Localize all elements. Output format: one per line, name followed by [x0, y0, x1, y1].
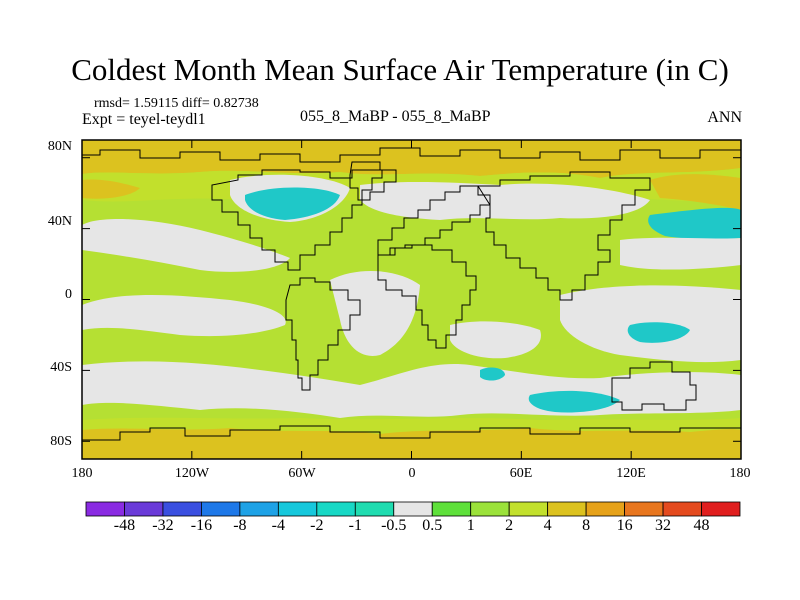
colorbar-swatch — [162, 501, 202, 517]
colorbar-label: 4 — [543, 517, 552, 534]
temperature-field — [82, 140, 741, 459]
north-atlantic-cool — [245, 187, 340, 220]
tropical-atlantic-neutral — [330, 270, 420, 356]
colorbar-label: 8 — [582, 517, 591, 534]
colorbar-label: 32 — [655, 517, 672, 534]
colorbar-swatch — [547, 501, 587, 517]
chart-title: Coldest Month Mean Surface Air Temperatu… — [71, 52, 729, 87]
southern-ocean-cool — [528, 390, 620, 413]
colorbar-swatch — [277, 501, 318, 517]
y-tick-label-80s: 80S — [50, 434, 72, 449]
north-america-coast — [211, 169, 383, 271]
colorbar-swatch — [354, 501, 395, 517]
colorbar-label: -48 — [113, 517, 136, 534]
y-tick-label-40s: 40S — [50, 360, 72, 375]
colorbar-swatch — [701, 501, 741, 517]
northern-neutral-band — [360, 181, 650, 220]
north-pacific-neutral — [620, 237, 741, 270]
australia-coast — [611, 361, 697, 411]
arctic-coast — [82, 147, 741, 163]
colorbar-swatch — [239, 501, 279, 517]
x-tick-label-180e: 180 — [729, 466, 751, 481]
colorbar-label: -1 — [348, 517, 362, 534]
axis-ticks — [81, 140, 742, 459]
colorbar-label: -16 — [190, 517, 213, 534]
colorbar-swatch — [431, 501, 472, 517]
x-tick-label-0: 0 — [408, 466, 416, 481]
colorbar-label: -32 — [152, 517, 174, 534]
colorbar-swatch — [508, 501, 549, 517]
x-tick-label-60w: 60W — [288, 466, 316, 481]
y-tick-label-0: 0 — [65, 287, 72, 302]
colorbar-swatch — [201, 501, 241, 517]
colorbar — [85, 501, 741, 517]
indian-ocean-neutral — [450, 321, 541, 359]
tropical-pacific-neutral — [82, 295, 286, 337]
experiment-text: Expt = teyel-teydl1 — [82, 111, 206, 128]
x-tick-label-60e: 60E — [509, 466, 533, 481]
coastlines — [82, 147, 741, 441]
colorbar-label: -0.5 — [381, 517, 407, 534]
colorbar-swatch — [85, 501, 125, 517]
colorbar-label: 2 — [505, 517, 514, 534]
colorbar-swatch — [470, 501, 510, 517]
south-america-coast — [285, 277, 361, 391]
south-pacific-cool — [480, 367, 505, 381]
colorbar-label: -4 — [271, 517, 285, 534]
x-tick-label-120e: 120E — [616, 466, 646, 481]
asia-coast — [477, 171, 651, 301]
africa-coast — [377, 244, 477, 349]
colorbar-label: 1 — [466, 517, 475, 534]
greenland-coast — [349, 161, 397, 201]
season-label: ANN — [707, 109, 742, 126]
antarctica-coast — [82, 425, 741, 441]
antarctic-warm-band — [82, 428, 741, 459]
colorbar-swatch — [662, 501, 702, 517]
north-pacific-cool — [648, 207, 741, 240]
stats-text: rmsd= 1.59115 diff= 0.82738 — [94, 96, 259, 111]
y-tick-label-80n: 80N — [47, 139, 72, 154]
colorbar-label: -8 — [233, 517, 247, 534]
colorbar-label: -2 — [310, 517, 324, 534]
west-pacific-cool — [627, 322, 690, 343]
colorbar-label: 16 — [616, 517, 633, 534]
colorbar-label: 48 — [693, 517, 710, 534]
colorbar-swatch — [124, 501, 164, 517]
x-tick-label-120w: 120W — [174, 466, 210, 481]
colorbar-swatch — [624, 501, 664, 517]
colorbar-swatch — [585, 501, 625, 517]
north-pacific-orange — [650, 174, 741, 210]
x-tick-label-180w: 180 — [71, 466, 93, 481]
colorbar-swatch — [393, 501, 433, 517]
colorbar-swatch — [316, 501, 356, 517]
west-pacific-orange — [82, 179, 140, 199]
colorbar-label: 0.5 — [422, 517, 443, 534]
pacific-neutral-north — [82, 218, 290, 272]
experiment-pair-label: 055_8_MaBP - 055_8_MaBP — [300, 108, 491, 125]
arctic-warm-band — [82, 140, 741, 178]
y-tick-label-40n: 40N — [47, 214, 72, 229]
